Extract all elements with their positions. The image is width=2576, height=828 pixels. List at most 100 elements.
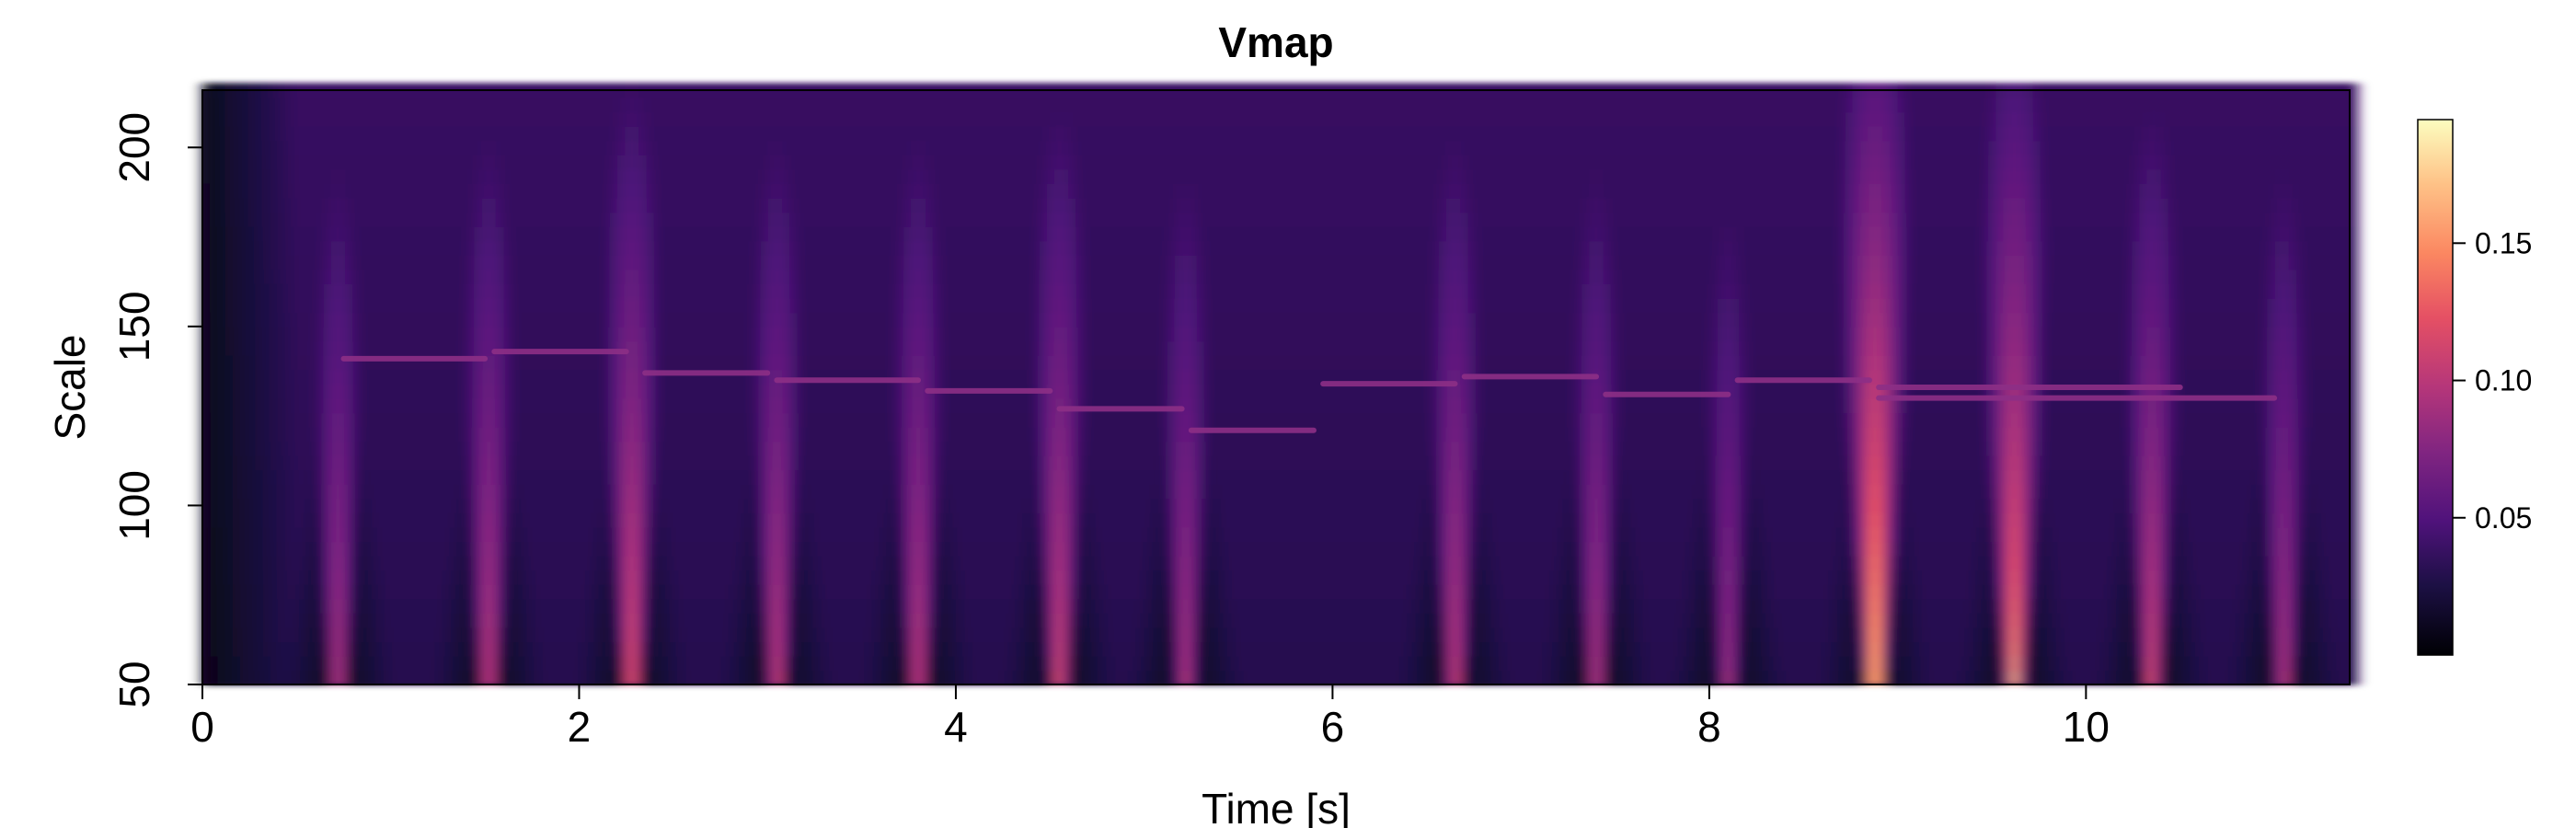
heatmap-cell bbox=[247, 168, 257, 184]
heatmap-cell bbox=[985, 269, 995, 284]
heatmap-cell bbox=[722, 369, 731, 385]
heatmap-cell bbox=[481, 240, 489, 256]
heatmap-cell bbox=[443, 412, 453, 428]
heatmap-cell bbox=[224, 384, 234, 399]
heatmap-cell bbox=[933, 526, 942, 543]
heatmap-cell bbox=[895, 584, 904, 600]
heatmap-cell bbox=[820, 555, 829, 571]
heatmap-cell bbox=[676, 441, 685, 456]
heatmap-cell bbox=[300, 555, 309, 571]
heatmap-cell bbox=[270, 125, 279, 142]
heatmap-cell bbox=[730, 484, 739, 500]
heatmap-cell bbox=[872, 240, 881, 256]
heatmap-cell bbox=[397, 512, 407, 528]
heatmap-cell bbox=[767, 326, 776, 342]
heatmap-cell bbox=[1068, 240, 1077, 256]
heatmap-cell bbox=[812, 255, 822, 270]
heatmap-cell bbox=[518, 369, 527, 385]
heatmap-cell bbox=[676, 111, 685, 127]
heatmap-cell bbox=[624, 469, 633, 485]
heatmap-cell bbox=[435, 412, 444, 428]
heatmap-cell bbox=[805, 255, 814, 270]
heatmap-cell bbox=[985, 512, 995, 528]
heatmap-cell bbox=[255, 283, 264, 299]
heatmap-cell bbox=[744, 526, 753, 543]
heatmap-cell bbox=[1053, 641, 1063, 657]
heatmap-cell bbox=[752, 125, 761, 142]
heatmap-cell bbox=[330, 197, 339, 213]
heatmap-cell bbox=[1039, 598, 1048, 614]
heatmap-cell bbox=[865, 412, 874, 428]
heatmap-cell bbox=[948, 454, 957, 471]
heatmap-cell bbox=[933, 426, 942, 443]
heatmap-cell bbox=[1001, 168, 1010, 184]
heatmap-cell bbox=[1061, 183, 1070, 199]
heatmap-cell bbox=[548, 627, 558, 643]
heatmap-cell bbox=[451, 670, 460, 685]
heatmap-cell bbox=[692, 212, 701, 227]
heatmap-cell bbox=[1061, 125, 1070, 142]
heatmap-cell bbox=[458, 255, 467, 270]
heatmap-cell bbox=[692, 225, 701, 242]
heatmap-cell bbox=[918, 197, 926, 213]
heatmap-cell bbox=[541, 340, 550, 356]
heatmap-cell bbox=[948, 670, 957, 685]
heatmap-cell bbox=[669, 426, 678, 443]
heatmap-cell bbox=[1008, 598, 1018, 614]
heatmap-cell bbox=[955, 441, 964, 456]
heatmap-cell bbox=[1068, 354, 1077, 371]
heatmap-cell bbox=[247, 340, 257, 356]
heatmap-cell bbox=[699, 397, 708, 414]
heatmap-cell bbox=[1075, 627, 1085, 643]
heatmap-cell bbox=[782, 541, 791, 557]
heatmap-cell bbox=[669, 140, 678, 155]
heatmap-cell bbox=[654, 670, 663, 685]
heatmap-cell bbox=[330, 326, 339, 342]
heatmap-cell bbox=[1008, 613, 1018, 628]
heatmap-cell bbox=[940, 269, 949, 284]
heatmap-cell bbox=[352, 255, 362, 270]
heatmap-cell bbox=[579, 454, 588, 471]
heatmap-cell bbox=[737, 225, 746, 242]
heatmap-cell bbox=[428, 384, 437, 399]
heatmap-cell bbox=[684, 125, 694, 142]
heatmap-cell bbox=[247, 384, 257, 399]
heatmap-cell bbox=[933, 397, 942, 414]
heatmap-cell bbox=[556, 212, 565, 227]
heatmap-cell bbox=[760, 225, 769, 242]
heatmap-cell bbox=[307, 111, 316, 127]
heatmap-cell bbox=[511, 269, 520, 284]
heatmap-cell bbox=[345, 269, 354, 284]
heatmap-cell bbox=[760, 326, 769, 342]
heatmap-cell bbox=[843, 454, 852, 471]
heatmap-cell bbox=[360, 283, 369, 299]
heatmap-cell bbox=[307, 412, 316, 428]
heatmap-cell bbox=[443, 384, 453, 399]
heatmap-cell bbox=[985, 484, 995, 500]
heatmap-cell bbox=[406, 484, 415, 500]
heatmap-cell bbox=[669, 569, 678, 585]
heatmap-cell bbox=[737, 397, 746, 414]
heatmap-cell bbox=[541, 212, 550, 227]
heatmap-cell bbox=[1084, 212, 1093, 227]
heatmap-cell bbox=[375, 441, 385, 456]
heatmap-cell bbox=[888, 297, 897, 314]
heatmap-cell bbox=[722, 627, 731, 643]
heatmap-cell bbox=[345, 584, 354, 600]
heatmap-cell bbox=[255, 240, 264, 256]
heatmap-cell bbox=[812, 469, 822, 485]
heatmap-cell bbox=[684, 97, 694, 113]
heatmap-cell bbox=[993, 269, 1002, 284]
heatmap-cell bbox=[714, 369, 723, 385]
heatmap-cell bbox=[1075, 412, 1085, 428]
heatmap-cell bbox=[707, 97, 716, 113]
heatmap-cell bbox=[692, 555, 701, 571]
heatmap-cell bbox=[602, 498, 611, 514]
heatmap-cell bbox=[330, 613, 339, 628]
heatmap-cell bbox=[760, 312, 769, 328]
heatmap-cell bbox=[548, 454, 558, 471]
heatmap-cell bbox=[971, 183, 980, 199]
heatmap-cell bbox=[843, 168, 852, 184]
heatmap-cell bbox=[323, 255, 332, 270]
heatmap-cell bbox=[767, 441, 776, 456]
